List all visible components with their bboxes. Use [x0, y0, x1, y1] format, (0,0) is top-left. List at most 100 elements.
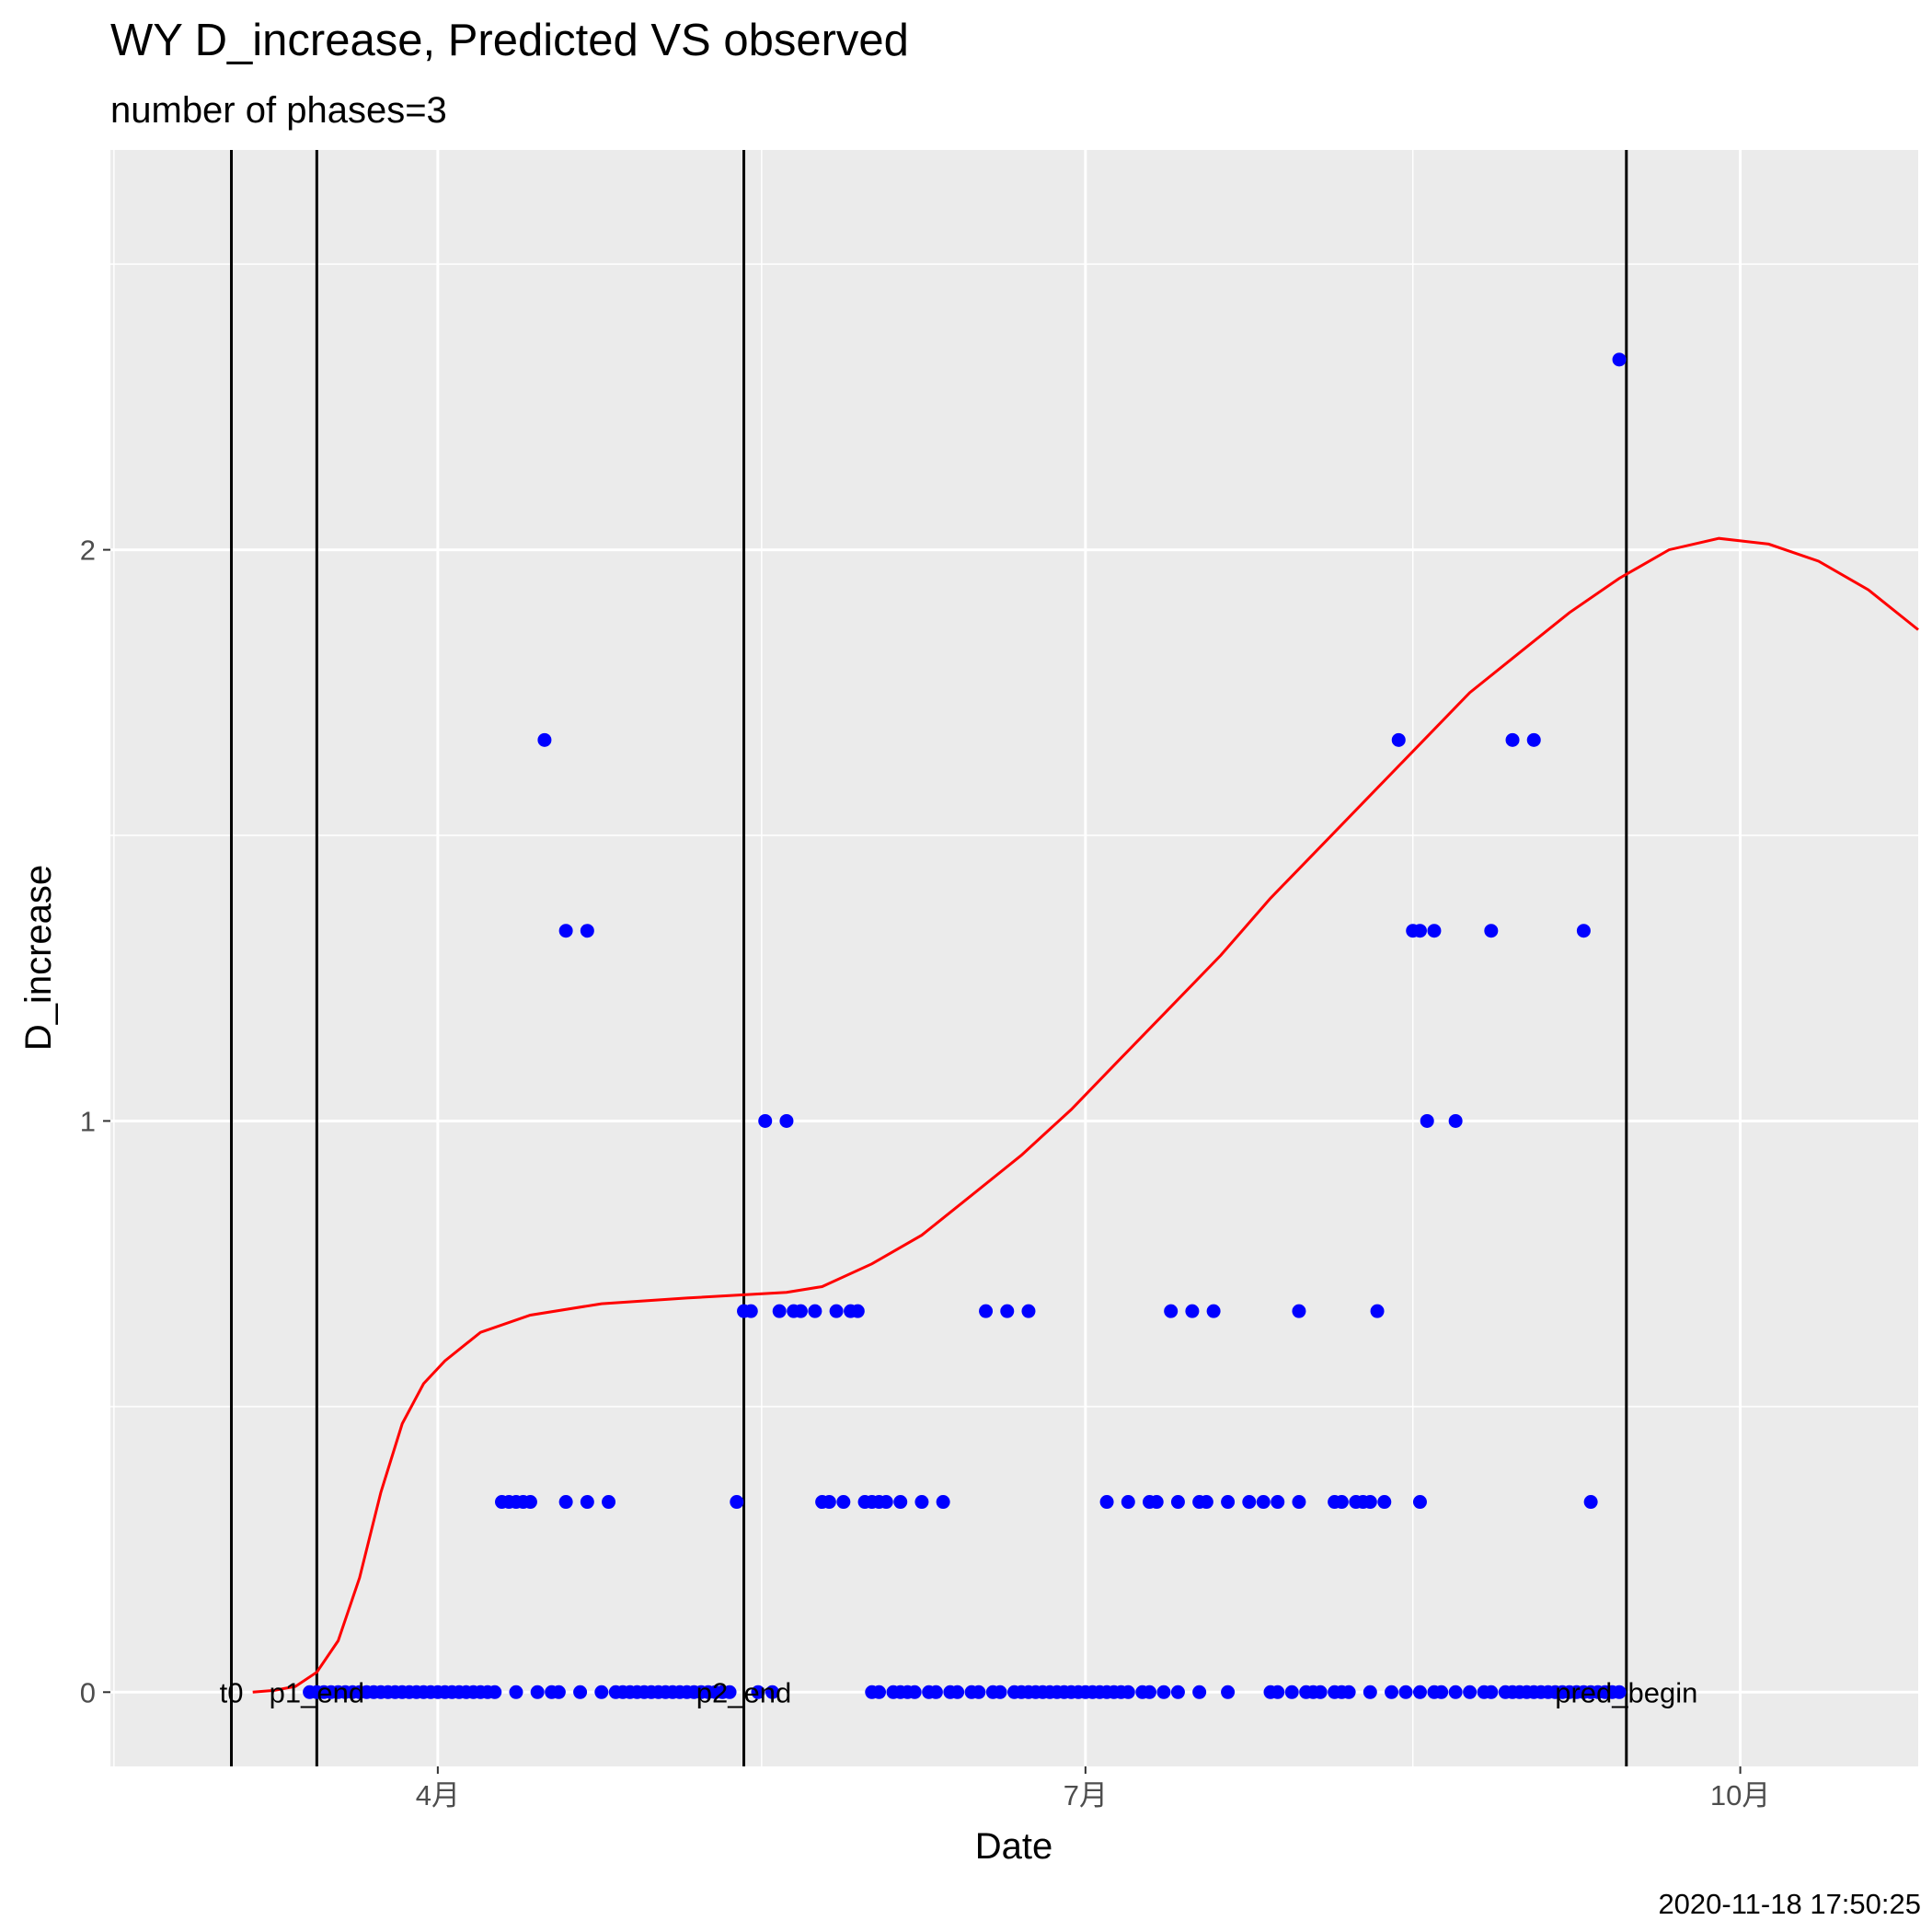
observed-point — [1271, 1685, 1285, 1699]
observed-point — [1256, 1495, 1271, 1510]
observed-point — [879, 1495, 893, 1510]
observed-point — [836, 1495, 851, 1510]
observed-point — [907, 1685, 922, 1699]
x-tick-label: 7月 — [1064, 1779, 1108, 1811]
observed-point — [1021, 1304, 1036, 1318]
observed-point — [551, 1685, 566, 1699]
observed-point — [914, 1495, 929, 1510]
plot-panel — [110, 150, 1918, 1766]
x-axis-ticks: 4月 7月 10月 — [416, 1766, 1770, 1811]
observed-point — [594, 1685, 609, 1699]
observed-point — [1434, 1685, 1449, 1699]
observed-point — [1341, 1685, 1356, 1699]
observed-point — [1142, 1685, 1156, 1699]
observed-point — [1370, 1304, 1385, 1318]
observed-point — [509, 1685, 523, 1699]
observed-point — [779, 1113, 794, 1128]
observed-point — [1385, 1685, 1399, 1699]
phase-labels: t0 p1_end p2_end pred_begin — [220, 1676, 1698, 1708]
observed-point — [1156, 1685, 1171, 1699]
observed-point — [1612, 1685, 1627, 1699]
observed-point — [972, 1685, 986, 1699]
observed-point — [751, 1685, 765, 1699]
observed-point — [850, 1304, 865, 1318]
observed-point — [993, 1685, 1007, 1699]
observed-points — [303, 352, 1627, 1699]
observed-point — [936, 1495, 950, 1510]
phase-label-p1_end: p1_end — [270, 1676, 364, 1708]
observed-point — [1448, 1113, 1463, 1128]
observed-point — [580, 1495, 594, 1510]
observed-point — [829, 1304, 844, 1318]
observed-point — [743, 1304, 758, 1318]
observed-point — [1484, 1685, 1499, 1699]
observed-point — [1000, 1304, 1015, 1318]
observed-point — [1170, 1495, 1185, 1510]
observed-point — [772, 1304, 787, 1318]
y-axis-ticks: 0 1 2 — [80, 535, 110, 1708]
observed-point — [1412, 1495, 1427, 1510]
x-tick-label: 10月 — [1710, 1779, 1770, 1811]
observed-point — [523, 1495, 537, 1510]
observed-point — [488, 1685, 502, 1699]
observed-point — [1391, 732, 1406, 747]
observed-point — [758, 1113, 773, 1128]
observed-point — [822, 1495, 836, 1510]
observed-point — [558, 1495, 573, 1510]
observed-point — [1412, 924, 1427, 938]
observed-point — [1271, 1495, 1285, 1510]
timestamp-caption: 2020-11-18 17:50:25 — [1658, 1888, 1921, 1920]
observed-point — [1526, 732, 1541, 747]
predicted-line — [252, 536, 1919, 1694]
observed-point — [1505, 732, 1520, 747]
y-axis-title: D_increase — [18, 865, 59, 1051]
y-tick-label: 2 — [80, 535, 96, 567]
observed-point — [928, 1685, 943, 1699]
observed-point — [558, 924, 573, 938]
observed-point — [537, 732, 552, 747]
y-tick-label: 1 — [80, 1105, 96, 1137]
observed-point — [1377, 1495, 1392, 1510]
observed-point — [1398, 1685, 1413, 1699]
observed-point — [730, 1495, 744, 1510]
observed-point — [1583, 1495, 1598, 1510]
observed-point — [1612, 352, 1627, 367]
observed-point — [979, 1304, 994, 1318]
x-tick-label: 4月 — [416, 1779, 460, 1811]
observed-point — [1363, 1495, 1377, 1510]
observed-point — [1206, 1304, 1221, 1318]
observed-point — [765, 1685, 779, 1699]
observed-point — [1221, 1685, 1236, 1699]
observed-point — [1121, 1685, 1135, 1699]
observed-point — [1284, 1685, 1299, 1699]
chart-subtitle: number of phases=3 — [110, 90, 447, 131]
observed-point — [722, 1685, 737, 1699]
observed-point — [1576, 924, 1591, 938]
observed-point — [1313, 1685, 1328, 1699]
observed-point — [1099, 1495, 1114, 1510]
grid-minor — [110, 150, 1918, 1766]
x-axis-title: Date — [975, 1826, 1053, 1867]
observed-point — [1292, 1304, 1306, 1318]
observed-point — [1221, 1495, 1236, 1510]
observed-point — [808, 1304, 822, 1318]
phase-label-pred_begin: pred_begin — [1555, 1676, 1697, 1708]
observed-point — [1199, 1495, 1213, 1510]
observed-point — [1484, 924, 1499, 938]
observed-point — [602, 1495, 616, 1510]
observed-point — [893, 1495, 908, 1510]
observed-point — [872, 1685, 887, 1699]
observed-point — [1427, 924, 1442, 938]
phase-label-p2_end: p2_end — [696, 1676, 791, 1708]
observed-point — [1334, 1495, 1349, 1510]
observed-point — [1463, 1685, 1478, 1699]
chart-title: WY D_increase, Predicted VS observed — [110, 16, 909, 65]
phase-label-t0: t0 — [220, 1676, 244, 1708]
observed-point — [530, 1685, 545, 1699]
observed-point — [950, 1685, 965, 1699]
observed-point — [1164, 1304, 1179, 1318]
phase-lines — [230, 150, 1628, 1766]
observed-point — [1185, 1304, 1200, 1318]
observed-point — [1170, 1685, 1185, 1699]
